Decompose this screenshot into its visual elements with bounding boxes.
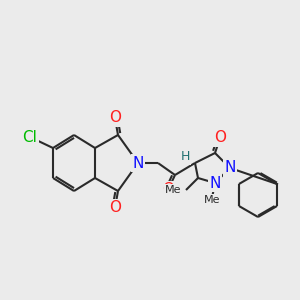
Text: O: O (162, 182, 174, 197)
Text: H: H (180, 151, 190, 164)
Text: N: N (209, 176, 221, 190)
Text: O: O (214, 130, 226, 146)
Text: Me: Me (164, 185, 181, 195)
Text: N: N (132, 155, 144, 170)
Text: Me: Me (204, 195, 220, 205)
Text: O: O (109, 110, 121, 125)
Text: O: O (109, 200, 121, 215)
Text: Cl: Cl (22, 130, 38, 146)
Text: N: N (224, 160, 236, 175)
